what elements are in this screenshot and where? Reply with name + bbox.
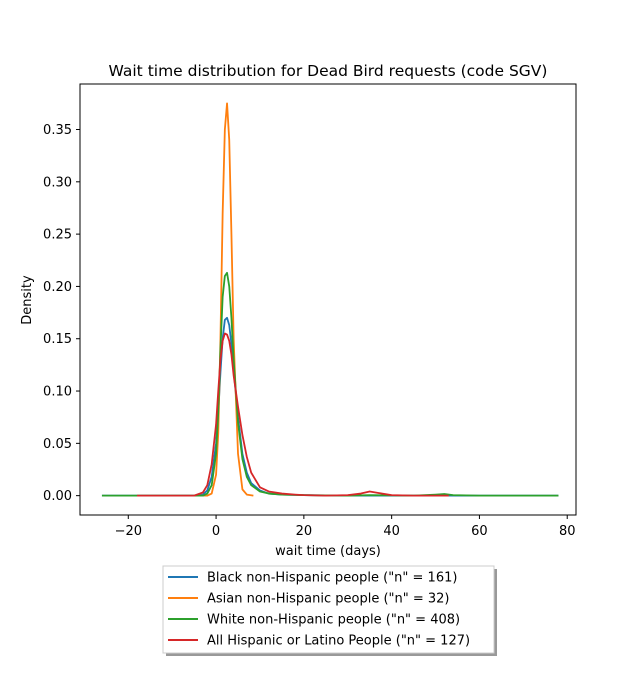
x-tick-label: 40 (383, 524, 400, 539)
legend-label-2: White non-Hispanic people ("n" = 408) (207, 613, 460, 628)
legend-items: Black non-Hispanic people ("n" = 161) Asi… (168, 571, 470, 649)
x-tick-label: 0 (212, 524, 220, 539)
series-layer (101, 102, 559, 497)
y-tick-label: 0.00 (43, 489, 72, 504)
legend-label-3: All Hispanic or Latino People ("n" = 127… (207, 634, 470, 649)
x-tick-label: 20 (296, 524, 313, 539)
series-line-0 (101, 316, 559, 497)
y-tick-label: 0.30 (43, 175, 72, 190)
y-tick-label: 0.05 (43, 437, 72, 452)
x-axis-label: wait time (days) (275, 544, 381, 559)
legend-label-0: Black non-Hispanic people ("n" = 161) (207, 571, 457, 586)
series-line-3 (137, 332, 449, 497)
y-tick-label: 0.15 (43, 332, 72, 347)
series-line-2 (101, 271, 559, 497)
legend-box (162, 565, 495, 654)
series-line-1 (194, 102, 254, 497)
y-tick-label: 0.10 (43, 385, 72, 400)
x-tick-label: −20 (115, 524, 142, 539)
plot-area (79, 83, 577, 516)
legend: Black non-Hispanic people ("n" = 161) Asi… (162, 565, 497, 656)
legend-label-1: Asian non-Hispanic people ("n" = 32) (207, 592, 450, 607)
x-tick-label: 60 (471, 524, 488, 539)
ticks-layer: −20 0 20 40 60 80 0.00 0.05 0.10 0.15 0.20 0.25 0.30… (43, 123, 575, 539)
y-tick-label: 0.20 (43, 280, 72, 295)
y-tick-label: 0.25 (43, 228, 72, 243)
y-tick-label: 0.35 (43, 123, 72, 138)
x-tick-label: 80 (559, 524, 576, 539)
y-axis-label: Density (20, 275, 35, 325)
chart-title: Wait time distribution for Dead Bird req… (109, 62, 548, 80)
